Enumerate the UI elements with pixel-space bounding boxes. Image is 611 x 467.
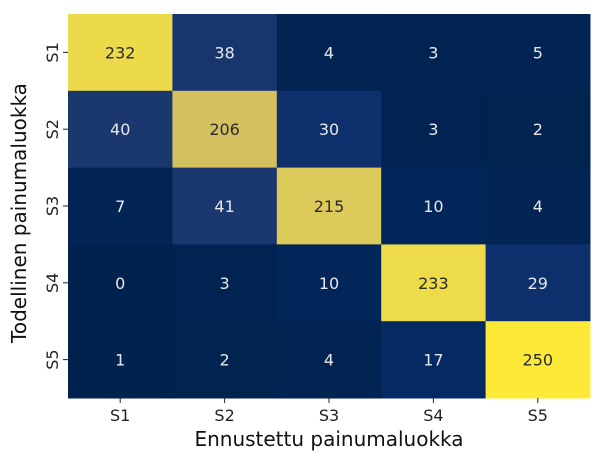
cell-value-label: 0 xyxy=(115,274,125,293)
heatmap-cell xyxy=(381,244,487,322)
cell-value-label: 10 xyxy=(319,274,339,293)
cell-value-label: 233 xyxy=(418,274,449,293)
cell-value-label: 215 xyxy=(314,197,345,216)
heatmap-cell xyxy=(276,14,382,92)
cell-value-label: 2 xyxy=(533,120,543,139)
cell-value-label: 4 xyxy=(533,197,543,216)
cell-value-label: 3 xyxy=(428,43,438,62)
x-tick-label: S3 xyxy=(319,406,339,425)
cell-value-label: 41 xyxy=(214,197,234,216)
heatmap-cell xyxy=(68,14,173,92)
heatmap-cell xyxy=(172,90,278,169)
heatmap-cell xyxy=(485,90,591,169)
heatmap-cell xyxy=(172,14,278,92)
x-axis-ticks: S1 S2 S3 S4 S5 xyxy=(110,398,548,425)
y-tick-label: S4 xyxy=(43,273,62,293)
cell-value-label: 1 xyxy=(115,351,125,370)
heatmap-cell xyxy=(485,244,591,322)
cell-value-label: 29 xyxy=(528,274,548,293)
heatmap-cell xyxy=(276,244,382,322)
y-tick-label: S1 xyxy=(43,42,62,62)
cell-value-label: 206 xyxy=(209,120,240,139)
heatmap-cell xyxy=(172,167,278,245)
heatmap-cell xyxy=(172,244,278,322)
cell-value-label: 2 xyxy=(220,351,230,370)
heatmap-cell xyxy=(381,167,487,245)
cell-value-label: 38 xyxy=(214,43,234,62)
heatmap-cell xyxy=(68,90,173,169)
x-tick-label: S2 xyxy=(214,406,234,425)
cell-value-label: 3 xyxy=(220,274,230,293)
heatmap-cell xyxy=(276,321,382,399)
heatmap-cell xyxy=(68,321,173,399)
cell-value-label: 40 xyxy=(110,120,130,139)
y-tick-label: S5 xyxy=(43,349,62,369)
heatmap-cell xyxy=(485,14,591,92)
heatmap-cell xyxy=(276,90,382,169)
heatmap-cell xyxy=(276,167,382,245)
cell-value-label: 4 xyxy=(324,43,334,62)
cell-value-label: 5 xyxy=(533,43,543,62)
heatmap-cell xyxy=(381,321,487,399)
cell-value-label: 250 xyxy=(523,351,554,370)
y-axis-label: Todellinen painumaluokka xyxy=(7,83,31,344)
cell-value-label: 232 xyxy=(105,43,136,62)
heatmap-cell-labels: 232 38 4 3 540 206 30 3 27 41 215 10 40 3 10 233 291 2 4 17… xyxy=(105,43,553,369)
x-tick-label: S5 xyxy=(528,406,548,425)
y-tick-label: S3 xyxy=(43,196,62,216)
x-tick-label: S4 xyxy=(423,406,443,425)
y-axis-ticks: S1 S2 S3 S4 S5 xyxy=(43,42,68,370)
heatmap-cell xyxy=(485,321,591,399)
x-axis-label: Ennustettu painumaluokka xyxy=(194,427,463,451)
heatmap-cell xyxy=(485,167,591,245)
cell-value-label: 30 xyxy=(319,120,339,139)
cell-value-label: 4 xyxy=(324,351,334,370)
cell-value-label: 7 xyxy=(115,197,125,216)
cell-value-label: 10 xyxy=(423,197,443,216)
x-tick-label: S1 xyxy=(110,406,130,425)
heatmap-cell xyxy=(381,14,487,92)
heatmap-cell xyxy=(381,90,487,169)
heatmap-cell xyxy=(68,167,173,245)
cell-value-label: 17 xyxy=(423,351,443,370)
heatmap-cells xyxy=(68,14,591,399)
cell-value-label: 3 xyxy=(428,120,438,139)
heatmap-cell xyxy=(172,321,278,399)
y-tick-label: S2 xyxy=(43,119,62,139)
heatmap-cell xyxy=(68,244,173,322)
